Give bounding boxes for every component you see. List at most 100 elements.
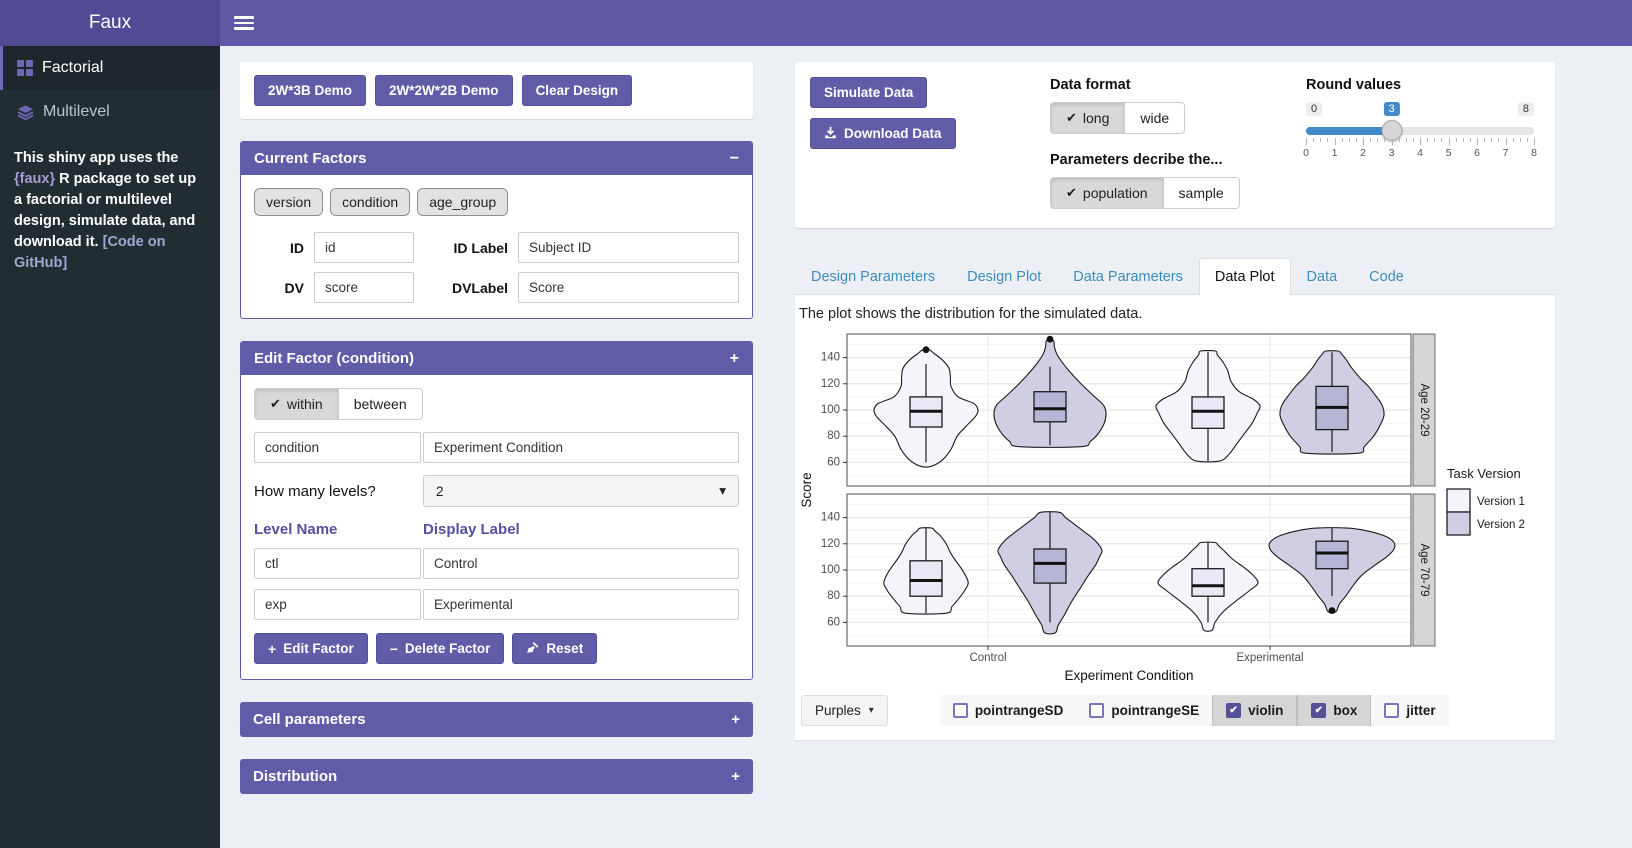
sidebar-item-label: Multilevel — [43, 103, 110, 120]
layers-icon — [17, 105, 34, 120]
tab-data[interactable]: Data — [1306, 269, 1338, 285]
slider-tick-label: 4 — [1417, 147, 1423, 159]
sidebar-item-factorial[interactable]: Factorial — [0, 46, 220, 90]
round-values-label: Round values — [1306, 77, 1402, 93]
faux-package-text: {faux} — [14, 171, 56, 187]
current-factors-panel: Current Factors − version condition age_gr… — [240, 141, 753, 319]
cell-parameters-panel[interactable]: Cell parameters + — [240, 702, 753, 737]
check-icon: ✔ — [270, 396, 281, 411]
check-icon: ✔ — [1066, 185, 1077, 200]
cell-parameters-title: Cell parameters — [253, 711, 366, 728]
distribution-title: Distribution — [253, 768, 338, 785]
download-icon — [824, 126, 837, 141]
simulate-card: Simulate Data Download Data Data format … — [795, 62, 1555, 228]
sidebar: Factorial Multilevel This shiny app uses … — [0, 46, 220, 848]
checkbox-violin[interactable]: ✔ violin — [1212, 695, 1298, 726]
download-data-button[interactable]: Download Data — [810, 118, 956, 149]
svg-text:80: 80 — [827, 430, 840, 442]
toggle-option-label: wide — [1140, 110, 1170, 126]
broom-icon — [526, 641, 539, 656]
id-label-label: ID Label — [453, 239, 508, 256]
palette-dropdown[interactable]: Purples ▾ — [801, 695, 888, 726]
round-values-slider[interactable]: 0 3 8 0 1 2 3 4 5 6 7 8 — [1303, 102, 1537, 160]
delete-factor-button[interactable]: − Delete Factor — [375, 633, 505, 664]
levels-select[interactable]: 2 ▾ — [423, 475, 739, 507]
level-label-input[interactable] — [423, 548, 739, 579]
factor-type-option-within[interactable]: ✔ within — [254, 388, 339, 420]
simulate-data-button[interactable]: Simulate Data — [810, 77, 928, 108]
palette-value: Purples — [815, 703, 861, 718]
level-name-input[interactable] — [254, 548, 421, 579]
collapse-icon[interactable]: + — [729, 349, 739, 367]
checkbox-box[interactable]: ✔ box — [1297, 695, 1372, 726]
dv-label: DV — [284, 279, 304, 296]
toggle-option-label: population — [1082, 185, 1148, 201]
expand-icon[interactable]: + — [731, 768, 740, 785]
svg-text:80: 80 — [827, 590, 840, 602]
sidebar-item-multilevel[interactable]: Multilevel — [0, 90, 220, 134]
2w-2w-2b-demo-button[interactable]: 2W*2W*2B Demo — [375, 75, 513, 106]
checkbox-label: jitter — [1406, 703, 1436, 718]
tab-design-plot[interactable]: Design Plot — [967, 269, 1042, 285]
checkbox-jitter[interactable]: jitter — [1371, 695, 1449, 726]
minus-icon: − — [389, 640, 398, 657]
description-text-2: R package to set up a factorial or multi… — [14, 171, 197, 250]
collapse-icon[interactable]: − — [729, 149, 739, 167]
chevron-down-icon: ▾ — [868, 705, 874, 716]
parameters-option-population[interactable]: ✔ population — [1050, 177, 1164, 209]
sidebar-toggle-icon[interactable] — [234, 16, 254, 30]
demo-buttons-card: 2W*3B Demo 2W*2W*2B Demo Clear Design — [240, 62, 753, 119]
id-label-input[interactable] — [518, 232, 739, 263]
slider-track[interactable] — [1306, 120, 1534, 141]
svg-text:120: 120 — [821, 538, 840, 550]
level-name-header: Level Name — [254, 521, 338, 538]
github-link[interactable]: [Code on GitHub] — [14, 234, 166, 271]
id-label: ID — [290, 239, 304, 256]
toggle-option-label: long — [1082, 110, 1110, 126]
check-icon: ✔ — [1066, 110, 1077, 125]
svg-text:140: 140 — [821, 352, 840, 364]
slider-tick-label: 5 — [1445, 147, 1452, 159]
plot-controls: Purples ▾ pointrangeSD pointrangeSE ✔ violi… — [797, 695, 1553, 726]
factor-tag-version[interactable]: version — [254, 188, 324, 216]
data-format-option-wide[interactable]: wide — [1125, 102, 1186, 134]
level-name-input[interactable] — [254, 589, 421, 620]
2w-3b-demo-button[interactable]: 2W*3B Demo — [254, 75, 367, 106]
tab-code[interactable]: Code — [1369, 269, 1404, 285]
dv-label-input[interactable] — [518, 272, 739, 303]
checkbox-pointrangeSE[interactable]: pointrangeSE — [1076, 695, 1213, 726]
svg-text:Age 20-29: Age 20-29 — [1418, 383, 1430, 436]
levels-question: How many levels? — [254, 482, 376, 500]
edit-factor-title: Edit Factor (condition) — [254, 350, 414, 367]
slider-min-badge: 0 — [1306, 102, 1323, 116]
factor-tags: version condition age_group — [254, 188, 739, 216]
clear-design-button[interactable]: Clear Design — [521, 75, 633, 106]
id-input[interactable] — [314, 232, 414, 263]
factor-display-input[interactable] — [423, 432, 739, 463]
expand-icon[interactable]: + — [731, 711, 740, 728]
parameters-option-sample[interactable]: sample — [1163, 177, 1240, 209]
checkbox-icon: ✔ — [1226, 703, 1242, 718]
level-label-input[interactable] — [423, 589, 739, 620]
edit-factor-panel: Edit Factor (condition) + ✔ within between… — [240, 341, 753, 680]
navbar — [220, 0, 1632, 46]
checkbox-pointrangeSD[interactable]: pointrangeSD — [939, 695, 1077, 726]
edit-factor-button[interactable]: + Edit Factor — [254, 633, 368, 664]
factor-type-option-between[interactable]: between — [338, 388, 423, 420]
reset-button[interactable]: Reset — [512, 633, 598, 664]
levels-value: 2 — [436, 483, 444, 499]
dv-input[interactable] — [314, 272, 414, 303]
factor-name-input[interactable] — [254, 432, 421, 463]
plot-note: The plot shows the distribution for the … — [799, 306, 1143, 322]
data-format-option-long[interactable]: ✔ long — [1050, 102, 1126, 134]
factor-tag-age_group[interactable]: age_group — [417, 188, 509, 216]
distribution-panel[interactable]: Distribution + — [240, 759, 753, 794]
tab-design-parameters[interactable]: Design Parameters — [811, 269, 936, 285]
checkbox-icon: ✔ — [1311, 703, 1327, 718]
factor-tag-condition[interactable]: condition — [330, 188, 411, 216]
tab-data-plot[interactable]: Data Plot — [1198, 258, 1291, 295]
svg-text:Experimental: Experimental — [1236, 652, 1303, 664]
data-format-label: Data format — [1050, 77, 1131, 93]
data-plot-pane: The plot shows the distribution for the … — [795, 295, 1555, 740]
tab-data-parameters[interactable]: Data Parameters — [1073, 269, 1183, 285]
